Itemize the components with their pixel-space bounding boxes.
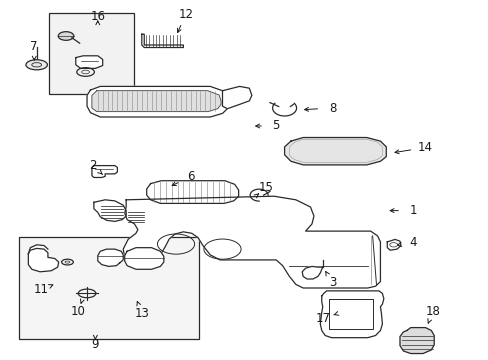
Text: 6: 6 — [186, 170, 194, 183]
Text: 13: 13 — [134, 307, 149, 320]
Text: 3: 3 — [328, 276, 336, 289]
Text: 15: 15 — [259, 181, 273, 194]
Text: 16: 16 — [90, 10, 105, 23]
Polygon shape — [222, 86, 251, 109]
Polygon shape — [284, 138, 386, 165]
Text: 18: 18 — [425, 305, 439, 318]
Polygon shape — [399, 328, 433, 354]
Bar — [328, 299, 372, 329]
Polygon shape — [124, 248, 163, 269]
Text: 5: 5 — [272, 120, 280, 132]
Polygon shape — [98, 249, 123, 266]
Text: 1: 1 — [408, 204, 416, 217]
Polygon shape — [28, 248, 59, 272]
Ellipse shape — [26, 60, 47, 70]
Polygon shape — [94, 200, 126, 221]
Text: 2: 2 — [89, 159, 97, 172]
Polygon shape — [320, 291, 383, 338]
Text: 12: 12 — [178, 8, 193, 21]
Text: 14: 14 — [417, 141, 432, 154]
Bar — [19, 237, 198, 339]
Polygon shape — [123, 196, 380, 288]
Text: 17: 17 — [315, 312, 329, 325]
Text: 4: 4 — [408, 237, 416, 249]
Bar — [49, 13, 134, 94]
Text: 9: 9 — [91, 338, 99, 351]
Ellipse shape — [58, 32, 74, 40]
Polygon shape — [92, 91, 221, 112]
Polygon shape — [87, 86, 227, 117]
Polygon shape — [302, 266, 322, 279]
Text: 8: 8 — [328, 102, 336, 114]
Polygon shape — [92, 166, 117, 177]
Polygon shape — [386, 239, 400, 250]
Polygon shape — [146, 181, 238, 203]
Polygon shape — [28, 245, 48, 254]
Polygon shape — [142, 34, 183, 48]
Text: 11: 11 — [34, 283, 49, 296]
Polygon shape — [76, 56, 102, 68]
Text: 10: 10 — [71, 305, 85, 318]
Text: 7: 7 — [30, 40, 38, 53]
